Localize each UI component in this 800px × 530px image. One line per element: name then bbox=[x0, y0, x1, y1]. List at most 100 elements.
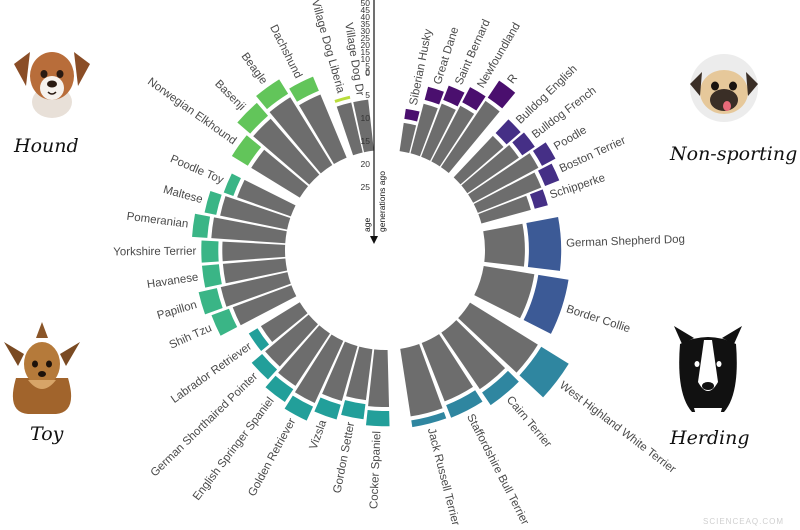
breed-label-gordon-setter: Gordon Setter bbox=[332, 421, 358, 494]
age-tick-up: 50 bbox=[361, 0, 371, 8]
age-bar-schipperke bbox=[478, 195, 531, 224]
breed-label-vizsla: Vizsla bbox=[308, 418, 330, 451]
breed-label-cocker-spaniel: Cocker Spaniel bbox=[368, 431, 383, 509]
age-bar-staffordshire-bull-terrier bbox=[421, 334, 473, 402]
age-tick-down: 20 bbox=[361, 159, 371, 169]
age-bar-havanese bbox=[222, 258, 288, 284]
popularity-bar-golden-retriever bbox=[284, 395, 314, 421]
popularity-bar-poodle bbox=[532, 142, 556, 166]
popularity-bar-boston-terrier bbox=[538, 163, 560, 187]
age-axis-sublabel: generations ago bbox=[377, 171, 387, 232]
breed-label-pomeranian: Pomeranian bbox=[126, 211, 189, 231]
age-bar-r bbox=[440, 100, 500, 173]
age-bar-siberian-husky bbox=[399, 122, 417, 153]
age-bar-jack-russell-terrier bbox=[400, 343, 443, 417]
popularity-bar-gordon-setter bbox=[341, 400, 366, 420]
popularity-bar-vizsla bbox=[314, 397, 341, 420]
popularity-bar-english-springer-spaniel bbox=[265, 375, 294, 402]
popularity-bar-german-shepherd-dog bbox=[526, 216, 562, 271]
breed-label-havanese: Havanese bbox=[146, 271, 199, 290]
popularity-bar-pomeranian bbox=[192, 213, 211, 238]
age-bar-poodle bbox=[468, 153, 539, 203]
popularity-bar-beagle bbox=[256, 79, 289, 110]
breed-label-bulldog-english: Bulldog English bbox=[514, 63, 580, 127]
age-tick-up: 35 bbox=[361, 19, 371, 29]
breed-label-west-highland-white-terrier: West Highland White Terrier bbox=[557, 379, 678, 475]
popularity-bar-yorkshire-terrier bbox=[201, 240, 219, 263]
yorkshire-terrier-icon bbox=[4, 322, 80, 414]
group-label-herding: Herding bbox=[669, 427, 750, 449]
popularity-bar-labrador-retriever bbox=[248, 328, 270, 351]
popularity-bar-jack-russell-terrier bbox=[411, 412, 447, 428]
age-bar-labrador-retriever bbox=[260, 302, 308, 343]
age-bar-yorkshire-terrier bbox=[222, 241, 286, 262]
age-bar-saint-bernard bbox=[421, 103, 456, 161]
age-bar-village-dog-dr bbox=[353, 99, 374, 153]
age-bar-dachshund bbox=[299, 94, 347, 165]
popularity-bar-papillon bbox=[198, 288, 223, 315]
popularity-bar-west-highland-white-terrier bbox=[519, 346, 569, 398]
popularity-bar-basenji bbox=[237, 102, 269, 134]
popularity-bar-poodle-toy bbox=[223, 173, 241, 196]
age-bar-boston-terrier bbox=[473, 172, 542, 213]
age-bar-english-springer-spaniel bbox=[278, 325, 330, 386]
popularity-bar-havanese bbox=[201, 264, 222, 288]
popularity-bar-siberian-husky bbox=[404, 108, 420, 122]
popularity-bar-maltese bbox=[204, 190, 222, 215]
age-tick-up: 10 bbox=[361, 54, 371, 64]
age-tick-up: 5 bbox=[365, 61, 370, 71]
age-tick-down: 5 bbox=[365, 90, 370, 100]
popularity-bar-newfoundland bbox=[462, 87, 486, 111]
age-axis-label: age bbox=[362, 218, 372, 232]
age-bar-basenji bbox=[253, 118, 320, 185]
age-tick-down: 25 bbox=[361, 182, 371, 192]
breed-label-basenji: Basenji bbox=[212, 78, 247, 113]
breed-label-yorkshire-terrier: Yorkshire Terrier bbox=[113, 246, 196, 259]
popularity-bar-cocker-spaniel bbox=[365, 410, 390, 427]
age-bar-golden-retriever bbox=[294, 334, 344, 404]
popularity-bar-r bbox=[487, 80, 516, 109]
age-bar-bulldog-english bbox=[453, 135, 504, 185]
age-tick-up: 45 bbox=[361, 5, 371, 15]
breed-label-poodle-toy: Poodle Toy bbox=[168, 153, 225, 186]
breed-label-maltese: Maltese bbox=[162, 184, 204, 206]
age-tick-down: 10 bbox=[361, 113, 371, 123]
popularity-bar-village-dog-liberia bbox=[334, 95, 351, 103]
age-bar-vizsla bbox=[322, 341, 358, 401]
breed-label-shih-tzu: Shih Tzu bbox=[168, 322, 214, 351]
breed-label-staffordshire-bull-terrier: Staffordshire Bull Terrier bbox=[464, 412, 531, 527]
age-bar-poodle-toy bbox=[237, 179, 296, 217]
breed-label-english-springer-spaniel: English Springer Spaniel bbox=[191, 395, 277, 503]
age-bar-german-shorthaired-pointer bbox=[265, 314, 318, 367]
age-tick-up: 25 bbox=[361, 33, 371, 43]
breed-label-beagle: Beagle bbox=[239, 51, 270, 87]
age-bar-newfoundland bbox=[431, 105, 475, 167]
popularity-bar-bulldog-english bbox=[495, 119, 521, 145]
group-label-non-sporting: Non-sporting bbox=[669, 143, 797, 165]
popularity-bar-schipperke bbox=[529, 189, 548, 209]
age-bar-cairn-terrier bbox=[441, 320, 506, 390]
breed-label-cairn-terrier: Cairn Terrier bbox=[504, 394, 554, 450]
group-label-hound: Hound bbox=[13, 135, 79, 157]
chart-labels: German Shepherd Dog Border Collie West Hig… bbox=[113, 0, 685, 527]
popularity-bar-great-dane bbox=[424, 86, 444, 105]
age-bar-papillon bbox=[220, 272, 291, 307]
pug-icon bbox=[690, 54, 758, 122]
group-label-toy: Toy bbox=[30, 423, 64, 445]
popularity-bar-dachshund bbox=[289, 76, 319, 102]
age-bar-maltese bbox=[220, 196, 291, 230]
age-tick-down: 15 bbox=[361, 136, 371, 146]
age-tick-down: 0 bbox=[365, 67, 370, 77]
age-bar-great-dane bbox=[410, 103, 438, 157]
popularity-bar-shih-tzu bbox=[211, 308, 238, 336]
age-tick-up: 20 bbox=[361, 40, 371, 50]
age-bar-shih-tzu bbox=[232, 285, 297, 326]
age-bar-german-shepherd-dog bbox=[483, 223, 525, 267]
popularity-bar-cairn-terrier bbox=[482, 370, 519, 406]
age-bar-gordon-setter bbox=[346, 346, 373, 401]
popularity-bar-bulldog-french bbox=[512, 132, 535, 156]
breed-label-r: R bbox=[506, 72, 521, 86]
age-tick-up: 0 bbox=[365, 68, 370, 78]
